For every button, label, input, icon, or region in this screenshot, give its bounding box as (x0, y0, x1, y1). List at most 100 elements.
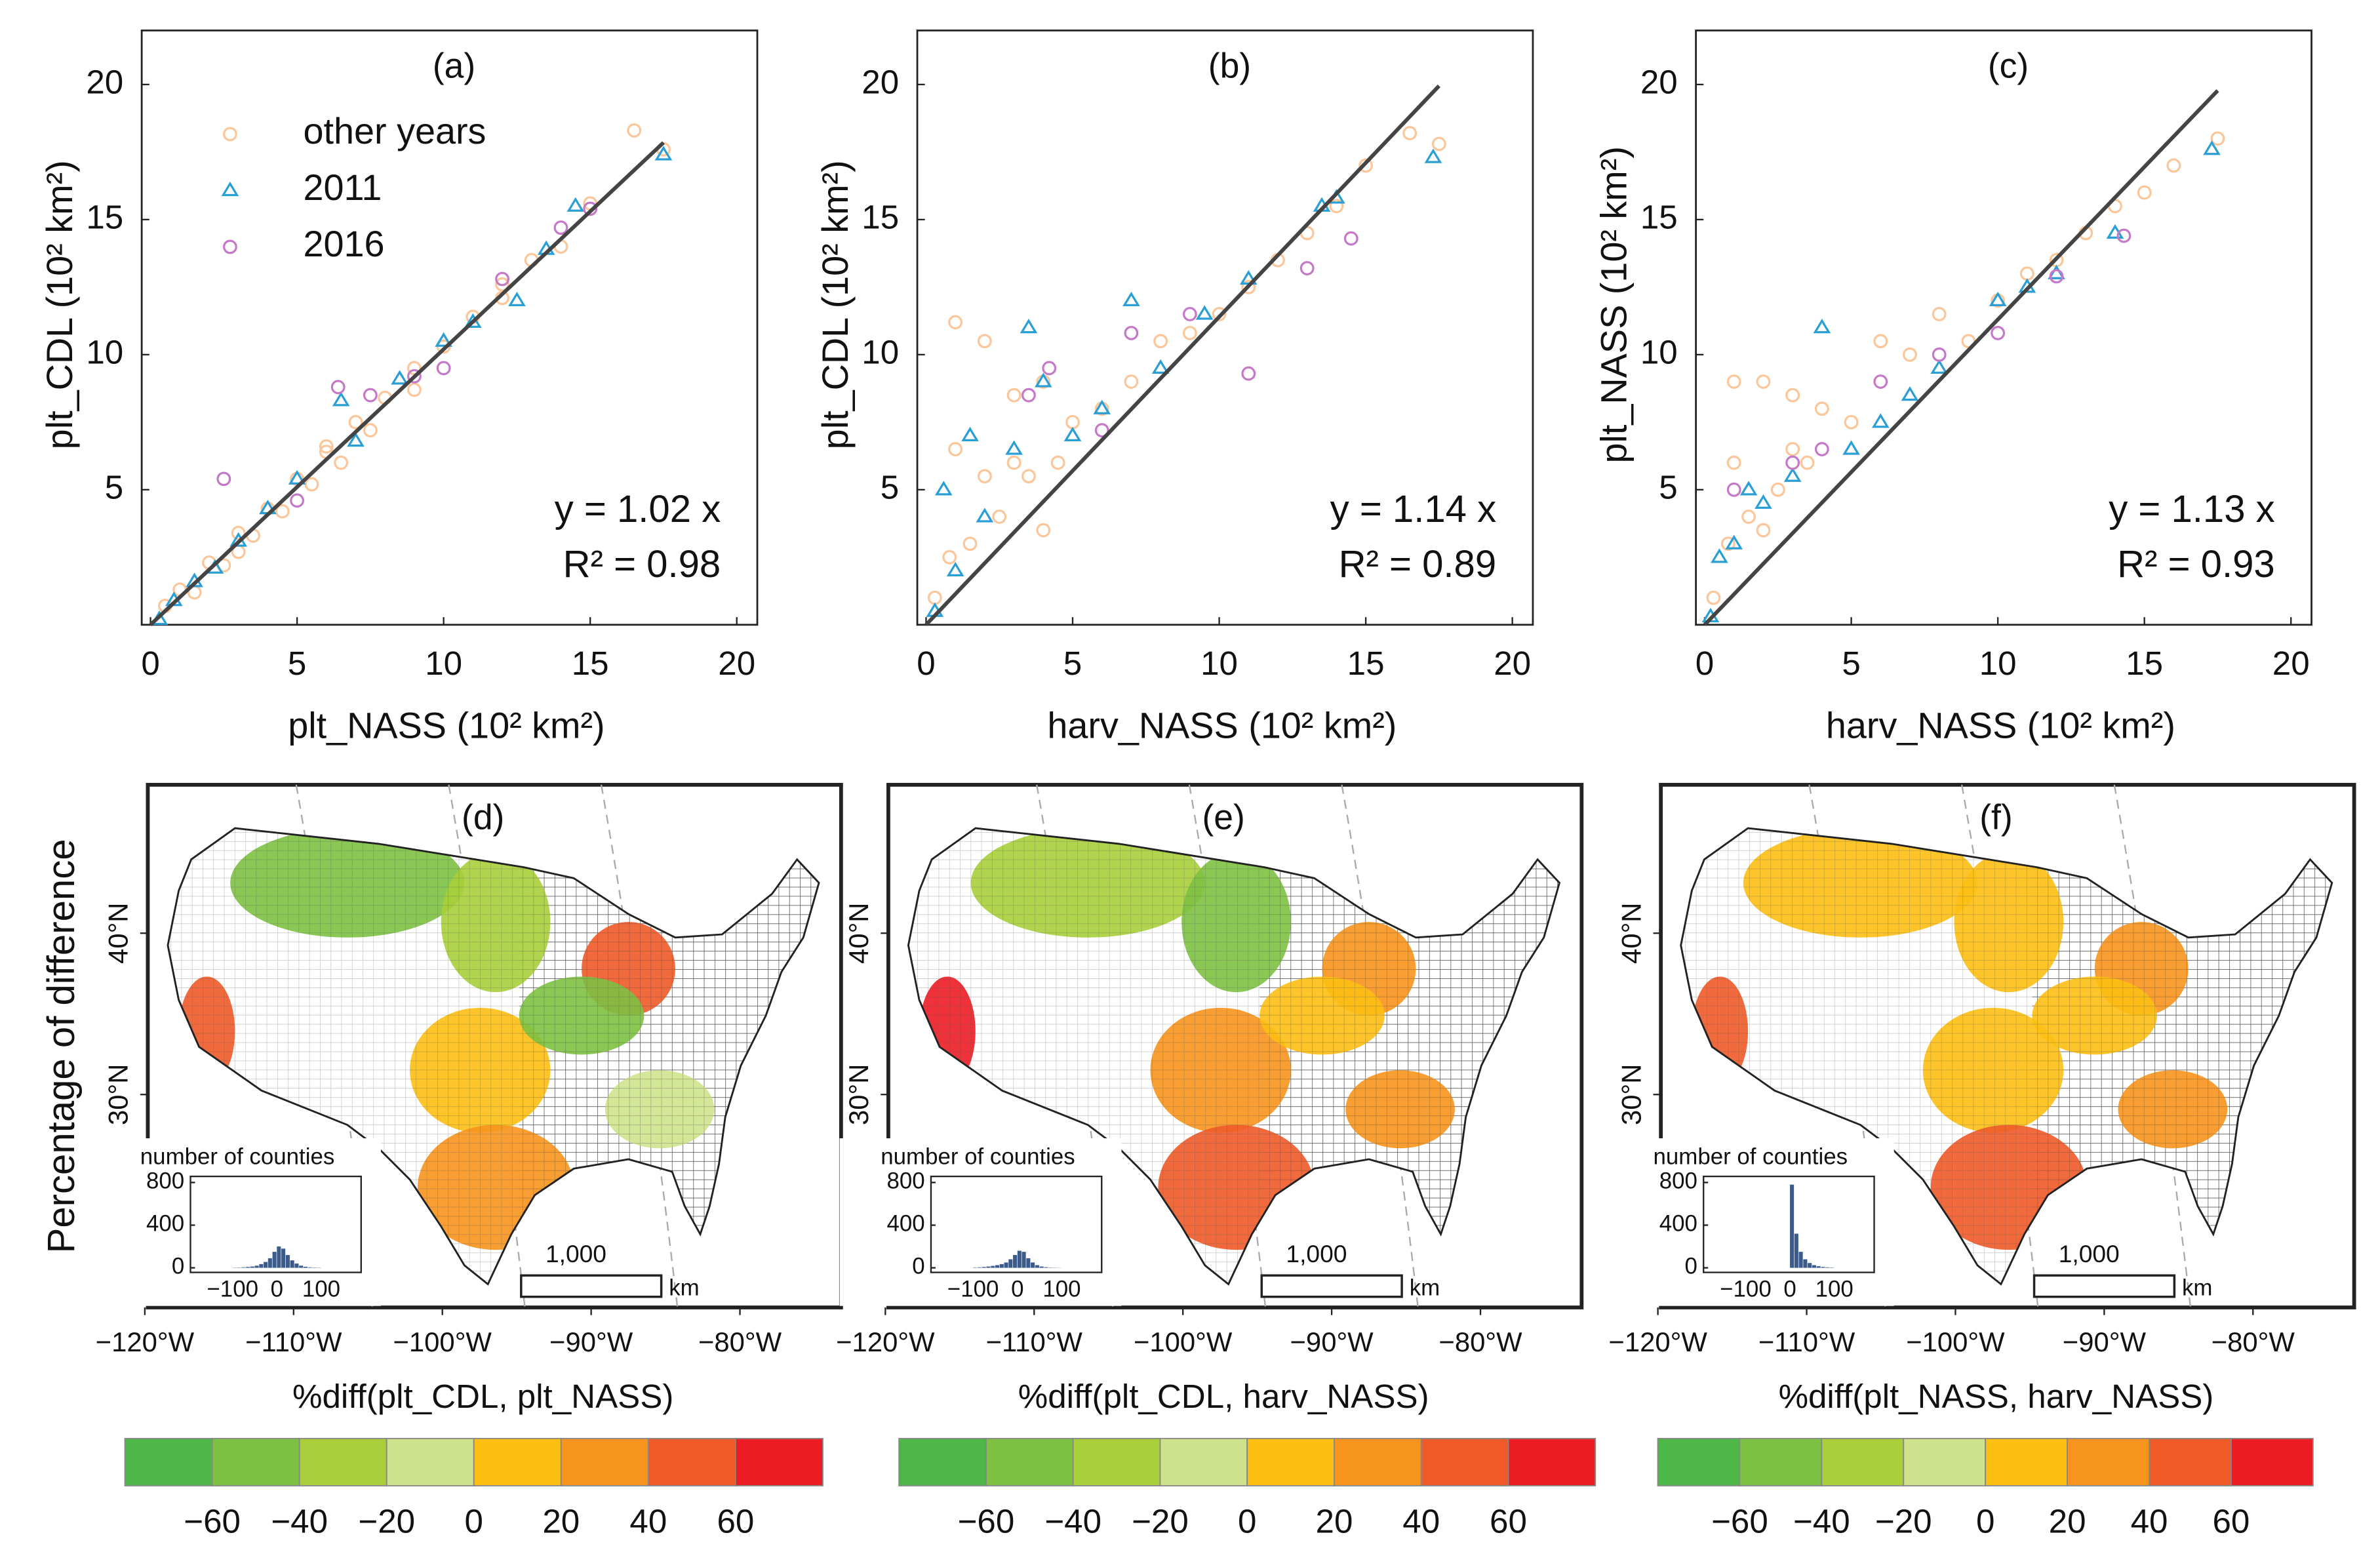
lon-tick-label: −110°W (245, 1326, 342, 1357)
point (363, 423, 378, 438)
scale-bar (1260, 1274, 1403, 1298)
point (1814, 442, 1829, 456)
point (934, 481, 953, 496)
point (495, 277, 509, 292)
histogram-bar (1798, 1252, 1803, 1268)
colorbar-cell (386, 1437, 475, 1486)
colorbar-cell (211, 1437, 300, 1486)
histogram-bar (1026, 1258, 1031, 1268)
y-tick-label: 20 (862, 63, 899, 100)
lon-tick-label: −80°W (698, 1326, 782, 1357)
histogram-bar (259, 1264, 264, 1268)
r-squared: R² = 0.98 (563, 543, 721, 586)
y-tick-label: 10 (86, 333, 123, 370)
point (464, 313, 482, 329)
point (407, 382, 422, 397)
histogram-bar (1008, 1259, 1013, 1268)
inset-y-tick-label: 0 (172, 1254, 184, 1279)
point (1991, 325, 2006, 340)
y-tick-label: 15 (86, 198, 123, 235)
point (1720, 536, 1735, 551)
x-tick-label: 20 (2272, 645, 2310, 682)
x-tick-label: 10 (425, 645, 462, 682)
histogram-bar (1790, 1184, 1795, 1268)
point (1930, 359, 1949, 374)
colorbar-tick-label: 0 (1976, 1503, 1994, 1540)
panel-label: (e) (1202, 798, 1245, 837)
scale-bar (2033, 1274, 2176, 1298)
histogram-bar (294, 1264, 299, 1268)
histogram-bar (254, 1265, 259, 1268)
point (2137, 185, 2152, 200)
point (1756, 374, 1771, 389)
colorbar-cell (298, 1437, 387, 1486)
histogram-bar (1021, 1252, 1026, 1268)
x-axis-label: %diff(plt_NASS, harv_NASS) (1779, 1378, 2214, 1415)
point (231, 525, 246, 540)
point (2166, 158, 2181, 173)
colorbar-tick-label: 40 (1402, 1503, 1440, 1540)
colorbar-tick-label: 60 (2212, 1503, 2250, 1540)
scale-bar-label: 1,000 (2059, 1240, 2120, 1267)
inset-y-tick-label: 400 (886, 1211, 924, 1237)
colorbar-tick-label: −60 (1711, 1503, 1768, 1540)
x-axis-label: harv_NASS (10² km²) (1047, 706, 1397, 746)
point (1042, 361, 1057, 376)
colorbar-cell (647, 1437, 736, 1486)
point (1785, 388, 1800, 403)
fit-line (1703, 89, 2219, 626)
inset-y-tick-label: 400 (1659, 1211, 1697, 1237)
x-tick-label: 10 (1979, 645, 2017, 682)
inset-frame (1703, 1175, 1875, 1273)
histogram-bar (1794, 1233, 1798, 1268)
point (2203, 140, 2221, 155)
lon-tick-label: −120°W (836, 1326, 935, 1357)
histogram-bar (1812, 1265, 1816, 1268)
point (332, 391, 350, 407)
point (2116, 228, 2132, 243)
inset-y-tick-label: 0 (912, 1254, 924, 1279)
colorbar-cell (1903, 1437, 1987, 1486)
point (1785, 455, 1800, 470)
scale-bar-unit: km (2182, 1275, 2212, 1300)
colorbar-cell (2067, 1437, 2150, 1486)
lon-tick-label: −110°W (1758, 1326, 1855, 1357)
point (1711, 548, 1728, 563)
histogram-bar (250, 1266, 254, 1268)
point (1873, 334, 1888, 349)
y-axis-label: Percentage of difference (40, 839, 83, 1253)
x-tick-label: 0 (1696, 645, 1714, 682)
point (1021, 469, 1036, 484)
point (1093, 399, 1111, 414)
lon-tick-label: −90°W (549, 1326, 633, 1357)
legend-marker (221, 181, 239, 197)
point (348, 414, 363, 429)
histogram-bar (1803, 1259, 1808, 1268)
point (1005, 440, 1023, 455)
fit-line (149, 141, 665, 626)
histogram-bar (1031, 1262, 1035, 1268)
lat-tick-label: 30°N (1616, 1064, 1646, 1125)
colorbar-tick-label: −40 (1793, 1503, 1850, 1540)
point (1124, 325, 1139, 340)
point (1800, 455, 1815, 470)
point (1814, 401, 1829, 416)
point (627, 123, 642, 138)
histogram-bar (281, 1248, 286, 1268)
us-outline (167, 827, 820, 1286)
legend-label: 2011 (303, 167, 382, 208)
point (976, 508, 994, 523)
point (319, 439, 334, 454)
legend-label: 2016 (303, 224, 384, 264)
point (948, 442, 963, 456)
fit-equation: y = 1.13 x (2109, 488, 2275, 530)
point (1299, 261, 1315, 275)
colorbar-cell (1821, 1437, 1905, 1486)
inset-x-tick-label: 100 (1815, 1277, 1854, 1302)
x-tick-label: 5 (288, 645, 306, 682)
panel-label: (a) (433, 47, 475, 86)
histogram-bar (1017, 1250, 1021, 1268)
histogram-bar (1044, 1267, 1048, 1268)
point (1901, 386, 1919, 401)
x-tick-label: 15 (572, 645, 609, 682)
